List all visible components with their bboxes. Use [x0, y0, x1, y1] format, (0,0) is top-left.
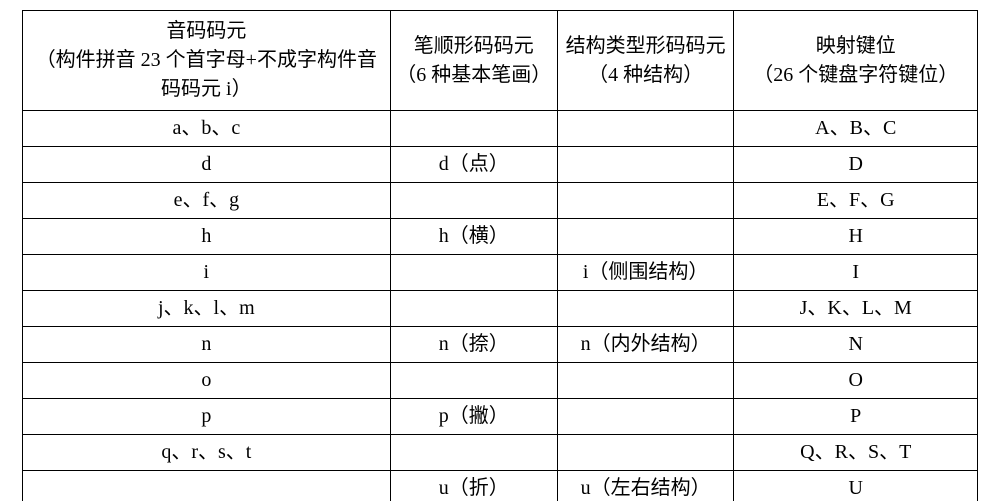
cell-structure: n（内外结构）	[557, 327, 734, 363]
table-row: u（折）u（左右结构）U	[23, 471, 978, 501]
header-line1: 音码码元	[166, 20, 246, 42]
header-line1: 笔顺形码码元	[414, 35, 534, 57]
cell-phonetic: a、b、c	[23, 111, 391, 147]
table-wrapper: 音码码元 （构件拼音 23 个首字母+不成字构件音码码元 i） 笔顺形码码元 （…	[0, 0, 1000, 501]
header-row: 音码码元 （构件拼音 23 个首字母+不成字构件音码码元 i） 笔顺形码码元 （…	[23, 11, 978, 111]
table-row: dd（点） D	[23, 147, 978, 183]
cell-mapping: P	[734, 399, 978, 435]
cell-structure	[557, 363, 734, 399]
cell-structure	[557, 111, 734, 147]
cell-phonetic	[23, 471, 391, 501]
table-row: hh（横） H	[23, 219, 978, 255]
header-cell-structure: 结构类型形码码元 （4 种结构）	[557, 11, 734, 111]
cell-phonetic: d	[23, 147, 391, 183]
cell-mapping: U	[734, 471, 978, 501]
cell-structure	[557, 147, 734, 183]
cell-mapping: E、F、G	[734, 183, 978, 219]
cell-structure: u（左右结构）	[557, 471, 734, 501]
header-line1: 映射键位	[816, 35, 896, 57]
cell-stroke	[390, 255, 557, 291]
table-row: i i（侧围结构）I	[23, 255, 978, 291]
cell-stroke: u（折）	[390, 471, 557, 501]
table-row: j、k、l、m J、K、L、M	[23, 291, 978, 327]
header-line2: （6 种基本笔画）	[396, 64, 551, 86]
table-row: q、r、s、t Q、R、S、T	[23, 435, 978, 471]
cell-stroke: d（点）	[390, 147, 557, 183]
cell-stroke	[390, 183, 557, 219]
header-cell-mapping: 映射键位 （26 个键盘字符键位）	[734, 11, 978, 111]
cell-mapping: D	[734, 147, 978, 183]
header-line2: （4 种结构）	[588, 64, 703, 86]
cell-stroke: p（撇）	[390, 399, 557, 435]
cell-phonetic: h	[23, 219, 391, 255]
cell-structure	[557, 219, 734, 255]
table-row: nn（捺）n（内外结构）N	[23, 327, 978, 363]
table-head: 音码码元 （构件拼音 23 个首字母+不成字构件音码码元 i） 笔顺形码码元 （…	[23, 11, 978, 111]
cell-structure	[557, 183, 734, 219]
cell-phonetic: i	[23, 255, 391, 291]
table-row: e、f、g E、F、G	[23, 183, 978, 219]
cell-mapping: A、B、C	[734, 111, 978, 147]
table-body: a、b、c A、B、C dd（点） De、f、g E、F、G hh（横） Hi i（侧围结构）…	[23, 111, 978, 501]
table-row: oO	[23, 363, 978, 399]
header-cell-phonetic: 音码码元 （构件拼音 23 个首字母+不成字构件音码码元 i）	[23, 11, 391, 111]
cell-structure: i（侧围结构）	[557, 255, 734, 291]
table-row: a、b、c A、B、C	[23, 111, 978, 147]
cell-stroke: n（捺）	[390, 327, 557, 363]
cell-phonetic: j、k、l、m	[23, 291, 391, 327]
cell-stroke	[390, 435, 557, 471]
cell-mapping: O	[734, 363, 978, 399]
cell-mapping: I	[734, 255, 978, 291]
cell-phonetic: q、r、s、t	[23, 435, 391, 471]
cell-mapping: N	[734, 327, 978, 363]
cell-structure	[557, 291, 734, 327]
header-line2: （构件拼音 23 个首字母+不成字构件音码码元 i）	[36, 49, 377, 100]
cell-phonetic: o	[23, 363, 391, 399]
cell-mapping: Q、R、S、T	[734, 435, 978, 471]
cell-stroke: h（横）	[390, 219, 557, 255]
cell-structure	[557, 399, 734, 435]
cell-mapping: J、K、L、M	[734, 291, 978, 327]
cell-phonetic: e、f、g	[23, 183, 391, 219]
header-line2: （26 个键盘字符键位）	[753, 64, 958, 86]
cell-structure	[557, 435, 734, 471]
cell-phonetic: n	[23, 327, 391, 363]
cell-stroke	[390, 363, 557, 399]
header-cell-stroke: 笔顺形码码元 （6 种基本笔画）	[390, 11, 557, 111]
cell-stroke	[390, 111, 557, 147]
cell-mapping: H	[734, 219, 978, 255]
cell-phonetic: p	[23, 399, 391, 435]
header-line1: 结构类型形码码元	[566, 35, 726, 57]
table-row: pp（撇） P	[23, 399, 978, 435]
code-mapping-table: 音码码元 （构件拼音 23 个首字母+不成字构件音码码元 i） 笔顺形码码元 （…	[22, 10, 978, 501]
cell-stroke	[390, 291, 557, 327]
